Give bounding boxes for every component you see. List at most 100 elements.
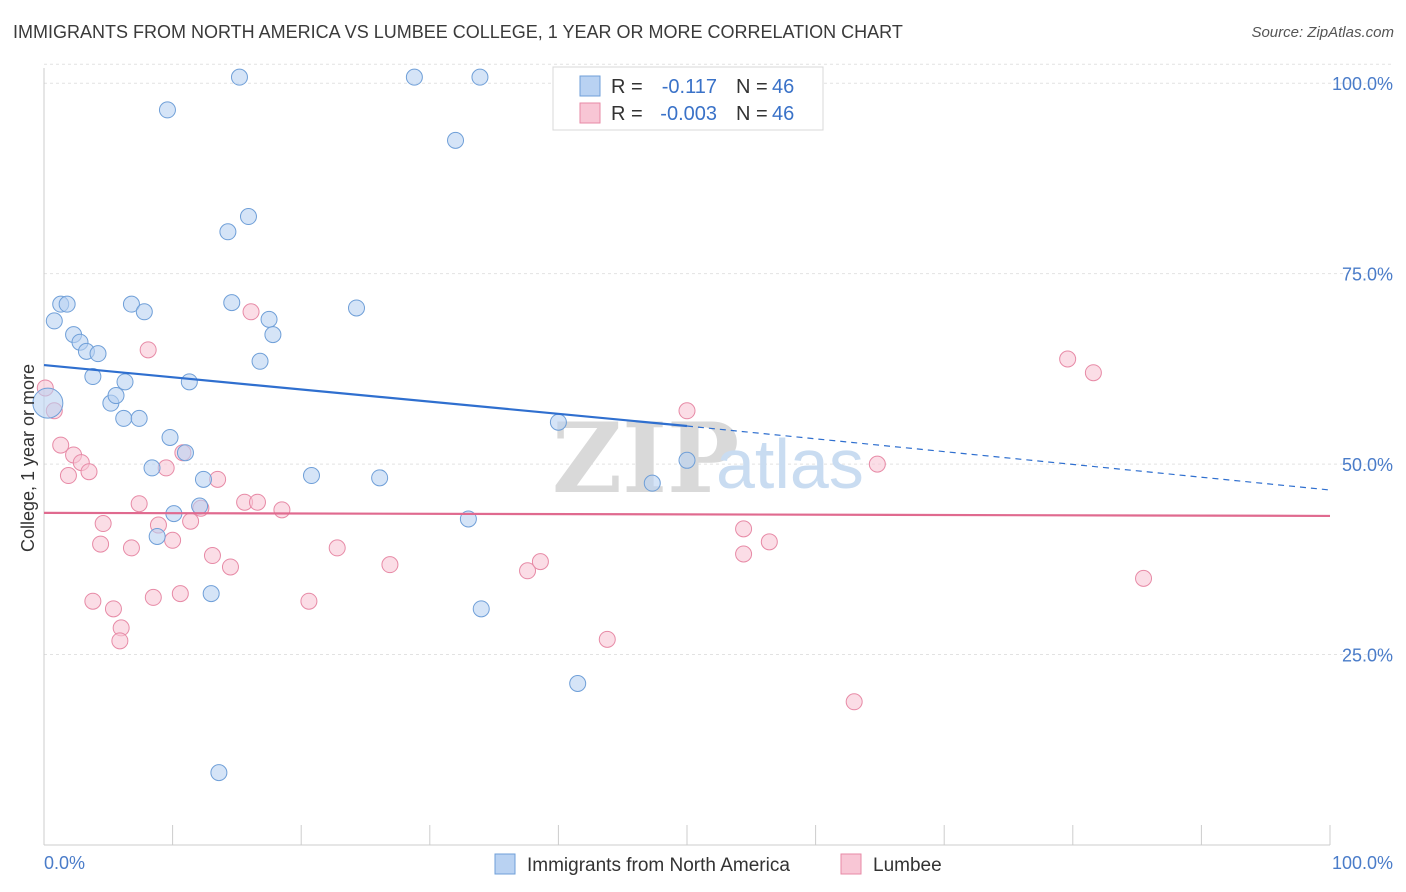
watermark: ZIP atlas <box>552 402 864 515</box>
data-point-lumbee <box>52 436 70 454</box>
data-point-lumbee <box>84 592 102 610</box>
data-point-immigrants <box>122 295 140 313</box>
y-axis-label: College, 1 year or more <box>18 364 38 552</box>
data-point-immigrants <box>115 409 133 427</box>
stats-n-label-pink: N = <box>736 103 768 125</box>
data-point-immigrants <box>569 675 587 693</box>
chart-source: Source: ZipAtlas.com <box>1251 24 1394 41</box>
data-point-immigrants <box>471 68 489 86</box>
data-point-lumbee <box>300 592 318 610</box>
data-point-lumbee <box>164 531 182 549</box>
stats-n-value-pink: 46 <box>772 103 794 125</box>
data-point-lumbee <box>130 495 148 513</box>
data-point-lumbee <box>598 630 616 648</box>
data-point-immigrants <box>371 469 389 487</box>
watermark-atlas: atlas <box>716 425 864 503</box>
data-point-lumbee <box>1059 350 1077 368</box>
data-point-immigrants <box>191 497 209 515</box>
data-point-immigrants <box>130 409 148 427</box>
stats-swatch-pink <box>579 102 601 124</box>
stats-swatch-blue <box>579 75 601 97</box>
data-point-immigrants <box>260 310 278 328</box>
data-point-lumbee <box>519 562 537 580</box>
data-point-immigrants <box>84 368 102 386</box>
data-point-lumbee <box>182 512 200 530</box>
stats-n-label-blue: N = <box>736 76 768 98</box>
stats-r-value-blue: -0.117 <box>662 76 717 98</box>
data-point-immigrants <box>264 326 282 344</box>
trend-line-immigrants-extension <box>686 425 1331 491</box>
data-point-lumbee <box>760 533 778 551</box>
data-point-immigrants <box>239 208 257 226</box>
trend-lines <box>43 363 1331 518</box>
data-point-immigrants <box>347 299 365 317</box>
data-point-immigrants <box>194 470 212 488</box>
data-point-lumbee <box>157 459 175 477</box>
stats-r-label-blue: R = <box>611 76 643 98</box>
data-point-immigrants <box>32 387 64 419</box>
data-point-immigrants <box>230 68 248 86</box>
data-point-lumbee <box>1084 364 1102 382</box>
x-tick-label: 0.0% <box>44 853 85 873</box>
legend-label-lumbee: Lumbee <box>873 855 942 876</box>
data-point-lumbee <box>273 501 291 519</box>
data-point-immigrants <box>643 474 661 492</box>
data-point-lumbee <box>59 467 77 485</box>
data-point-lumbee <box>104 600 122 618</box>
trend-line-immigrants <box>43 363 688 428</box>
data-point-lumbee <box>242 303 260 321</box>
data-point-lumbee <box>94 515 112 533</box>
data-point-immigrants <box>135 303 153 321</box>
data-point-lumbee <box>144 588 162 606</box>
data-point-immigrants <box>58 295 76 313</box>
y-tick-label: 25.0% <box>1342 646 1393 666</box>
data-point-immigrants <box>180 373 198 391</box>
data-point-lumbee <box>92 535 110 553</box>
data-point-lumbee <box>203 547 221 565</box>
data-point-lumbee <box>868 455 886 473</box>
data-point-lumbee <box>221 558 239 576</box>
stats-n-value-blue: 46 <box>772 76 794 98</box>
data-point-lumbee <box>678 402 696 420</box>
series-legend: Immigrants from North America Lumbee <box>494 853 942 876</box>
data-point-immigrants <box>678 451 696 469</box>
data-point-immigrants <box>143 459 161 477</box>
data-point-lumbee <box>735 545 753 563</box>
watermark-zip: ZIP <box>552 402 739 515</box>
data-point-lumbee <box>845 693 863 711</box>
data-point-immigrants <box>472 600 490 618</box>
data-point-immigrants <box>302 467 320 485</box>
data-point-immigrants <box>202 585 220 603</box>
axes <box>43 68 1331 846</box>
data-point-lumbee <box>735 520 753 538</box>
stats-legend: R = -0.117 N = 46 R = -0.003 N = 46 <box>552 66 824 131</box>
trend-line-lumbee <box>43 511 1331 518</box>
data-point-immigrants <box>45 312 63 330</box>
x-tick-label: 100.0% <box>1332 853 1393 873</box>
data-point-lumbee <box>139 341 157 359</box>
data-point-immigrants <box>148 527 166 545</box>
y-tick-label: 75.0% <box>1342 265 1393 285</box>
data-point-immigrants <box>251 352 269 370</box>
chart-title: IMMIGRANTS FROM NORTH AMERICA VS LUMBEE … <box>13 22 903 42</box>
legend-swatch-lumbee <box>840 853 862 875</box>
data-point-immigrants <box>549 413 567 431</box>
data-point-lumbee <box>80 463 98 481</box>
data-point-lumbee <box>248 493 266 511</box>
series-points <box>32 68 1153 782</box>
data-point-immigrants <box>161 428 179 446</box>
data-point-immigrants <box>405 68 423 86</box>
data-point-lumbee <box>328 539 346 557</box>
data-point-immigrants <box>447 131 465 149</box>
data-point-lumbee <box>381 556 399 574</box>
legend-swatch-immigrants <box>494 853 516 875</box>
data-point-lumbee <box>122 539 140 557</box>
y-tick-label: 100.0% <box>1332 74 1393 94</box>
tick-labels: 25.0% 50.0% 75.0% 100.0% 0.0% 100.0% <box>44 74 1393 873</box>
data-point-immigrants <box>210 764 228 782</box>
y-tick-label: 50.0% <box>1342 455 1393 475</box>
data-point-immigrants <box>89 345 107 363</box>
data-point-lumbee <box>1135 569 1153 587</box>
data-point-lumbee <box>171 585 189 603</box>
